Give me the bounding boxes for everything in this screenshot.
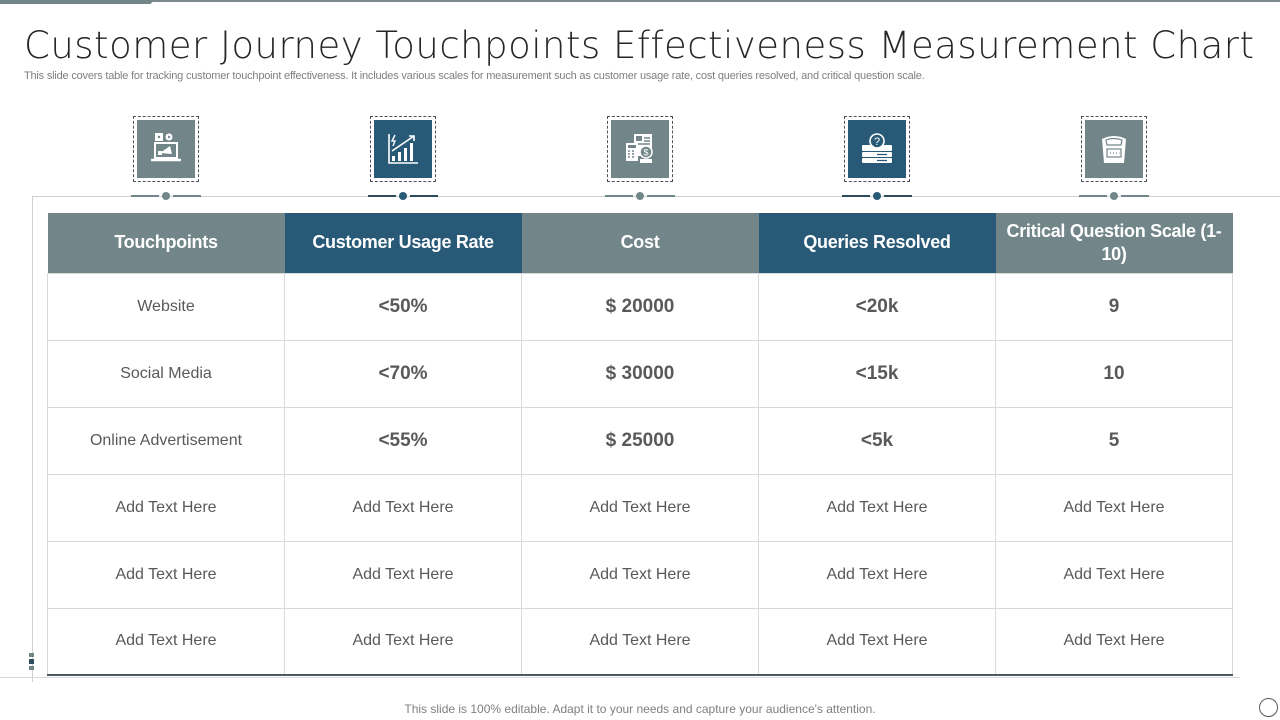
cell-critical-scale: 5 [995,406,1233,475]
calculator-cost-icon: $ [611,120,669,178]
timeline-connector [842,191,912,201]
cell-queries-resolved: <15k [758,339,996,408]
cell-usage-rate: <55% [284,406,522,475]
cell-placeholder: Add Text Here [995,607,1233,676]
cell-placeholder: Add Text Here [521,607,759,676]
table-row: Add Text Here Add Text Here Add Text Her… [47,607,1233,676]
server-question-icon: ? [848,120,906,178]
cell-placeholder: Add Text Here [521,473,759,542]
header-queries-resolved: Queries Resolved [758,213,996,273]
frame-bottom-line [0,677,1240,678]
cell-placeholder: Add Text Here [47,540,285,609]
timeline-connector [1079,191,1149,201]
laptop-megaphone-icon [137,120,195,178]
cell-queries-resolved: <20k [758,272,996,341]
cell-placeholder: Add Text Here [47,607,285,676]
cell-placeholder: Add Text Here [284,473,522,542]
cell-critical-scale: 9 [995,272,1233,341]
cell-cost: $ 20000 [521,272,759,341]
icon-column-cost: $ [605,116,675,206]
timeline-connector [605,191,675,201]
touchpoints-table: Touchpoints Customer Usage Rate Cost Que… [47,213,1233,676]
icon-frame: $ [607,116,673,182]
page-title: Customer Journey Touchpoints Effectivene… [24,24,1255,67]
cell-touchpoint: Online Advertisement [47,406,285,475]
top-accent-bar [0,0,155,4]
icon-frame: ? [844,116,910,182]
cell-cost: $ 30000 [521,339,759,408]
icon-column-usage-rate [368,116,438,206]
icon-frame [370,116,436,182]
growth-chart-icon [374,120,432,178]
table-row: Online Advertisement <55% $ 25000 <5k 5 [47,406,1233,475]
icon-frame [133,116,199,182]
decorative-dots [29,653,35,672]
cell-placeholder: Add Text Here [995,473,1233,542]
page-subtitle: This slide covers table for tracking cus… [24,70,925,82]
table-row: Website <50% $ 20000 <20k 9 [47,272,1233,341]
icon-column-critical-scale [1079,116,1149,206]
cell-touchpoint: Website [47,272,285,341]
cell-placeholder: Add Text Here [284,607,522,676]
slide-nav-circle-button[interactable] [1259,698,1278,717]
cell-queries-resolved: <5k [758,406,996,475]
cell-usage-rate: <70% [284,339,522,408]
footer-note: This slide is 100% editable. Adapt it to… [404,702,876,716]
table-row: Social Media <70% $ 30000 <15k 10 [47,339,1233,408]
table-row: Add Text Here Add Text Here Add Text Her… [47,540,1233,609]
timeline-connector [368,191,438,201]
cell-placeholder: Add Text Here [758,540,996,609]
header-cost: Cost [521,213,759,273]
cell-usage-rate: <50% [284,272,522,341]
icon-column-touchpoints [131,116,201,206]
cell-placeholder: Add Text Here [758,473,996,542]
cell-cost: $ 25000 [521,406,759,475]
cell-placeholder: Add Text Here [995,540,1233,609]
cell-placeholder: Add Text Here [47,473,285,542]
table-row: Add Text Here Add Text Here Add Text Her… [47,473,1233,542]
cell-placeholder: Add Text Here [521,540,759,609]
top-accent-line [150,0,1280,2]
svg-text:?: ? [874,136,880,148]
header-touchpoints: Touchpoints [47,213,285,273]
cell-touchpoint: Social Media [47,339,285,408]
weighing-scale-icon [1085,120,1143,178]
icon-frame [1081,116,1147,182]
header-critical-question-scale: Critical Question Scale (1-10) [995,213,1233,273]
timeline-connector [131,191,201,201]
cell-critical-scale: 10 [995,339,1233,408]
cell-placeholder: Add Text Here [284,540,522,609]
cell-placeholder: Add Text Here [758,607,996,676]
svg-text:$: $ [643,148,648,158]
icon-column-queries: ? [842,116,912,206]
table-header-row: Touchpoints Customer Usage Rate Cost Que… [47,213,1233,273]
frame-left-line [32,196,33,682]
header-customer-usage-rate: Customer Usage Rate [284,213,522,273]
